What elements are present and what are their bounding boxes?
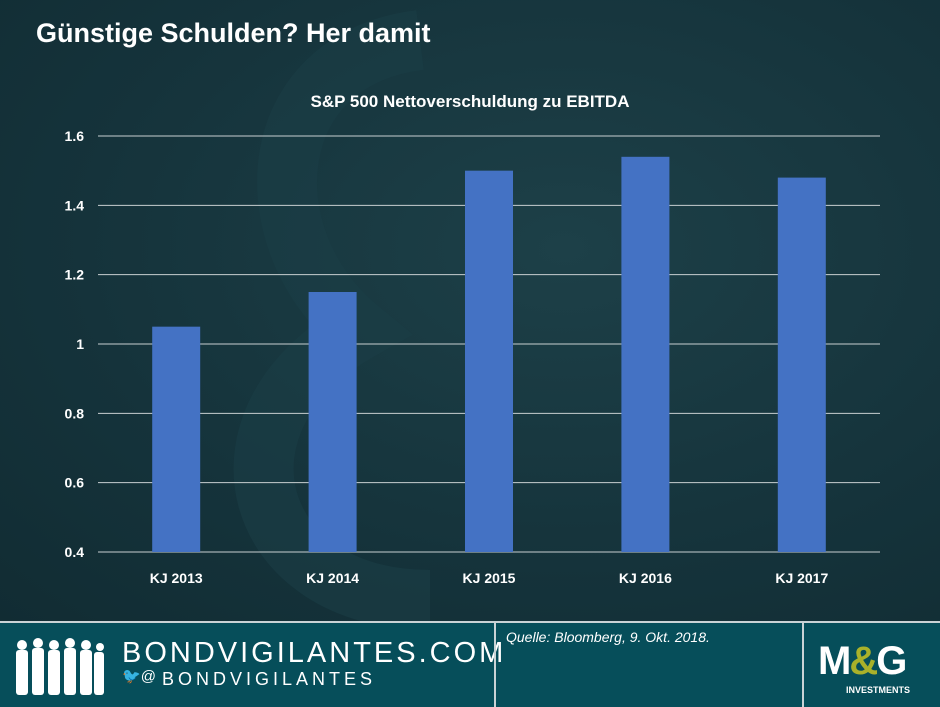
x-tick-label: KJ 2015 [463,570,516,586]
y-tick-label: 1.6 [65,128,85,144]
y-tick-label: 0.6 [65,475,85,491]
footer: BONDVIGILANTES.COM 🐦@ BONDVIGILANTES Que… [0,621,940,707]
y-tick-label: 0.4 [65,544,85,560]
x-tick-label: KJ 2016 [619,570,672,586]
x-tick-label: KJ 2013 [150,570,203,586]
mg-logo: M&G [818,639,907,683]
y-tick-label: 1.2 [65,267,85,283]
people-silhouettes-icon [16,638,104,695]
twitter-icon: 🐦@ [122,668,156,685]
y-tick-label: 0.8 [65,405,85,421]
twitter-handle: BONDVIGILANTES [162,669,377,689]
divider [802,623,804,707]
bar [152,326,201,552]
logo-subtitle: INVESTMENTS [846,685,911,695]
source-note: Quelle: Bloomberg, 9. Okt. 2018. [506,629,710,645]
x-tick-label: KJ 2017 [775,570,828,586]
at-sign: @ [140,668,156,685]
x-tick-label: KJ 2014 [306,570,359,586]
chart-title: S&P 500 Nettoverschuldung zu EBITDA [310,92,630,111]
site-name: BONDVIGILANTES.COM [122,637,507,669]
bar [621,156,670,553]
bar-chart: 0.4 0.6 0.8 1 1.2 1.4 1.6 KJ 2013 KJ 2014 KJ 2015… [65,128,880,586]
page-title: Günstige Schulden? Her damit [36,18,431,48]
bar [465,170,513,552]
bar [308,292,357,552]
y-tick-label: 1 [76,336,84,352]
bar [777,177,826,552]
y-tick-label: 1.4 [65,197,85,213]
ampersand-watermark [0,0,940,621]
divider [494,623,496,707]
